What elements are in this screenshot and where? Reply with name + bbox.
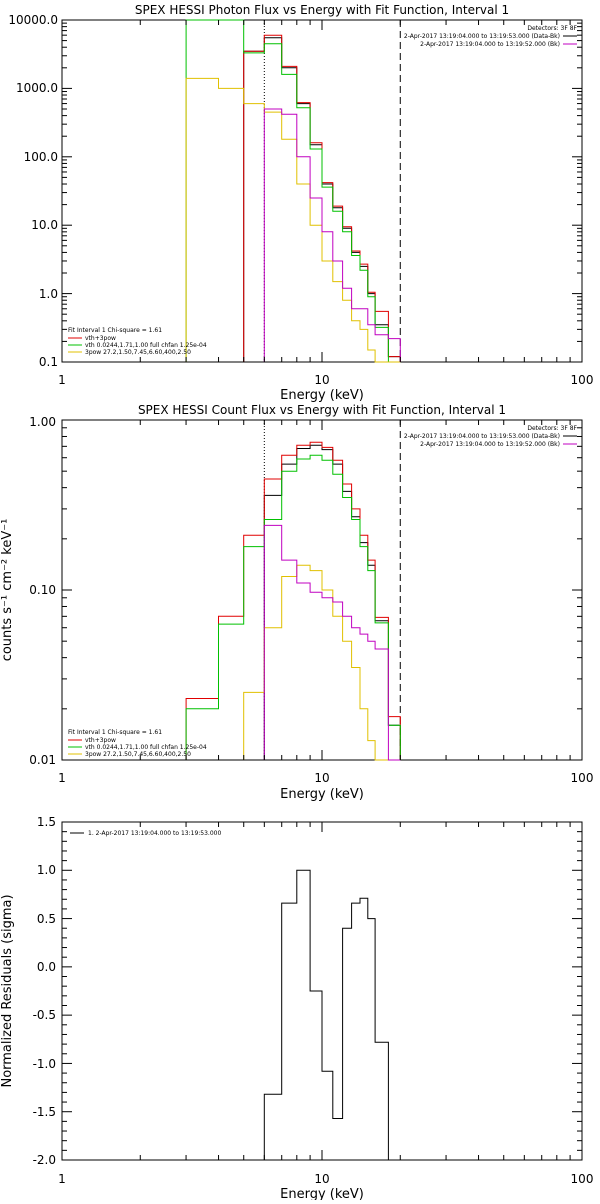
legend-top: Detectors: 3F 8F 2-Apr-2017 13:19:04.000… bbox=[404, 425, 578, 448]
series-line-vth-3pow bbox=[185, 441, 401, 760]
y-tick-label: 1.0 bbox=[37, 863, 56, 877]
legend-label: 2-Apr-2017 13:19:04.000 to 13:19:52.000 … bbox=[420, 441, 560, 448]
legend-label: 1. 2-Apr-2017 13:19:04.000 to 13:19:53.0… bbox=[88, 830, 221, 837]
plot-frame bbox=[61, 19, 583, 363]
x-axis-label: Energy (keV) bbox=[280, 388, 364, 403]
legend-label: vth 0.0244,1.71,1.00 full chfan 1.25e-04 bbox=[85, 744, 207, 751]
legend-top: Detectors: 3F 8F 2-Apr-2017 13:19:04.000… bbox=[404, 25, 578, 48]
x-tick-label: 10 bbox=[314, 373, 329, 387]
x-ticks bbox=[61, 420, 583, 760]
legend-header: Detectors: 3F 8F bbox=[527, 425, 577, 432]
y-tick-label: 0.0 bbox=[37, 960, 56, 974]
x-axis-label: Energy (keV) bbox=[280, 1187, 364, 1200]
series-line-1-2-apr-2017-13-19-04-000-to-13-19-53-000 bbox=[263, 869, 389, 1160]
series-lines bbox=[185, 19, 401, 363]
plot-area bbox=[185, 19, 401, 363]
y-tick-label: -1.0 bbox=[33, 1057, 56, 1071]
x-ticks bbox=[61, 20, 583, 362]
y-tick-label: 1.5 bbox=[37, 815, 56, 829]
x-tick-label: 1 bbox=[58, 771, 66, 785]
y-tick-label: 0.1 bbox=[39, 355, 58, 369]
x-tick-label: 100 bbox=[571, 373, 594, 387]
legend-label: 3pow 27.2,1.50,7.45,6.60,400,2.50 bbox=[85, 751, 191, 758]
residuals-panel: 1 10 100 -2.0 -1.5 -1.0 -0.5 0.0 0.5 1.0… bbox=[0, 815, 594, 1202]
legend-bottom: Fit Interval 1 Chi-square = 1.61 vth+3po… bbox=[68, 327, 207, 356]
legend-label: vth 0.0244,1.71,1.00 full chfan 1.25e-04 bbox=[85, 342, 207, 349]
chart-title: SPEX HESSI Count Flux vs Energy with Fit… bbox=[138, 403, 506, 417]
legend-header: Detectors: 3F 8F bbox=[527, 25, 577, 32]
series-line-3pow bbox=[185, 77, 401, 363]
series-line-3pow bbox=[243, 564, 389, 761]
series-line-vth bbox=[185, 19, 401, 363]
series-line-bk bbox=[263, 108, 401, 362]
x-axis-label: Energy (keV) bbox=[280, 787, 364, 802]
series-line-bk bbox=[263, 524, 401, 761]
y-tick-label: 0.5 bbox=[37, 912, 56, 926]
legend-label: 2-Apr-2017 13:19:04.000 to 13:19:53.000 … bbox=[404, 433, 560, 440]
x-tick-label: 100 bbox=[571, 771, 594, 785]
chart-title: SPEX HESSI Photon Flux vs Energy with Fi… bbox=[135, 3, 509, 17]
vertical-markers bbox=[263, 420, 401, 760]
legend-header: Fit Interval 1 Chi-square = 1.61 bbox=[68, 729, 162, 736]
x-tick-label: 1 bbox=[58, 373, 66, 387]
vertical-markers bbox=[263, 20, 401, 362]
y-tick-label: 100.0 bbox=[24, 150, 58, 164]
legend-label: 2-Apr-2017 13:19:04.000 to 13:19:53.000 … bbox=[404, 33, 560, 40]
y-ticks bbox=[62, 419, 582, 761]
x-tick-label: 10 bbox=[314, 771, 329, 785]
legend-label: 3pow 27.2,1.50,7.45,6.60,400,2.50 bbox=[85, 349, 191, 356]
y-tick-label: 1.00 bbox=[29, 415, 56, 429]
photon-flux-panel: SPEX HESSI Photon Flux vs Energy with Fi… bbox=[8, 3, 593, 403]
legend-bottom: Fit Interval 1 Chi-square = 1.61 vth+3po… bbox=[68, 729, 207, 758]
plot-area bbox=[185, 420, 401, 761]
x-tick-label: 100 bbox=[571, 1172, 594, 1186]
y-tick-label: -0.5 bbox=[33, 1008, 56, 1022]
y-tick-label: 10000.0 bbox=[8, 13, 58, 27]
y-axis-label: Normalized Residuals (sigma) bbox=[0, 894, 15, 1087]
x-tick-label: 10 bbox=[314, 1172, 329, 1186]
legend: 1. 2-Apr-2017 13:19:04.000 to 13:19:53.0… bbox=[70, 830, 221, 837]
y-axis-label: counts s⁻¹ cm⁻² keV⁻¹ bbox=[0, 519, 15, 662]
x-tick-label: 1 bbox=[58, 1172, 66, 1186]
series-lines bbox=[185, 441, 401, 761]
x-ticks bbox=[61, 822, 583, 1160]
plot-area bbox=[263, 869, 389, 1160]
legend-header: Fit Interval 1 Chi-square = 1.61 bbox=[68, 327, 162, 334]
y-tick-label: -2.0 bbox=[33, 1153, 56, 1167]
legend-label: vth+3pow bbox=[85, 737, 116, 744]
y-tick-label: 1000.0 bbox=[16, 81, 58, 95]
legend-label: vth+3pow bbox=[85, 335, 116, 342]
count-flux-panel: SPEX HESSI Count Flux vs Energy with Fit… bbox=[0, 403, 593, 802]
y-tick-label: 0.01 bbox=[29, 753, 56, 767]
y-tick-label: 0.10 bbox=[29, 583, 56, 597]
series-line-vth bbox=[185, 454, 401, 760]
series-lines bbox=[263, 869, 389, 1160]
legend-label: 2-Apr-2017 13:19:04.000 to 13:19:52.000 … bbox=[420, 41, 560, 48]
y-tick-label: 1.0 bbox=[39, 287, 58, 301]
y-ticks bbox=[62, 821, 582, 1161]
y-tick-label: -1.5 bbox=[33, 1105, 56, 1119]
y-ticks bbox=[62, 19, 582, 363]
y-tick-label: 10.0 bbox=[31, 218, 58, 232]
